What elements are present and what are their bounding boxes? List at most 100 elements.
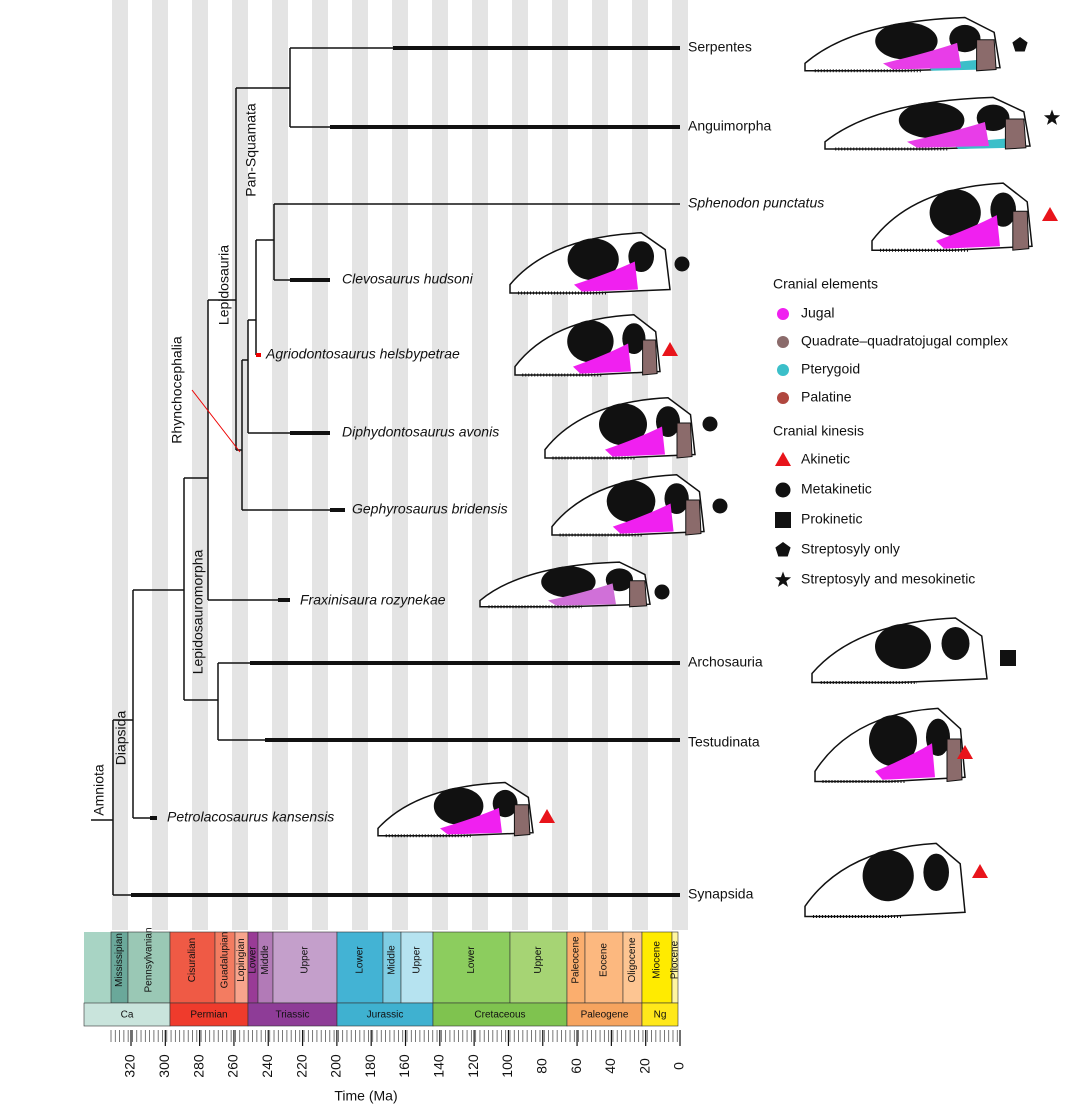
period-label: Permian [190,1010,227,1021]
quadrate [946,738,963,783]
akinetic-marker [662,342,678,356]
time-stripes [112,0,688,930]
jugal [548,583,616,606]
stripe [592,0,608,930]
skull [824,96,1061,151]
epoch-box [169,931,216,1004]
epoch-label: Lower [355,946,366,974]
legend-label: Metakinetic [801,481,872,497]
epoch-label: Upper [412,946,423,974]
epoch-label: Guadalupian [220,932,231,989]
taxon-label: Anguimorpha [688,118,771,134]
stripe [392,0,408,930]
orbit [567,320,614,363]
metakinetic-marker [775,482,791,498]
tick-label: 40 [602,1058,618,1074]
akinetic-marker [1042,207,1058,221]
fenestra [941,627,970,660]
akinetic-marker [775,452,791,466]
quadrate [629,580,648,608]
period-label: Ca [121,1010,134,1021]
stripe [432,0,448,930]
stripe [152,0,168,930]
epoch-label: Upper [300,946,311,974]
period-label: Jurassic [367,1010,404,1021]
tick-label: 300 [156,1054,172,1078]
stripe [352,0,368,930]
orbit [599,403,647,446]
epoch-label: Mississipian [114,933,125,987]
clade-label: Rhynchocephalia [169,336,185,444]
taxon-label: Serpentes [688,39,752,55]
tick-label: 180 [362,1054,378,1078]
period-label: Cretaceous [474,1010,525,1021]
legend-label: Pterygoid [801,361,860,377]
epoch-label: Middle [260,945,271,975]
epoch-label: Miocene [652,941,663,979]
jugal [440,807,502,835]
tick-label: 60 [568,1058,584,1074]
skull [514,314,678,377]
labels: Serpentes Anguimorpha Sphenodon punctatus C… [91,39,825,902]
quadrate [513,804,531,837]
tick-label: 0 [671,1062,687,1070]
tick-label: 140 [431,1054,447,1078]
period-label: Paleogene [581,1010,629,1021]
metakinetic-marker [654,584,670,600]
streptosyly-marker [1012,37,1028,52]
orbit [541,566,596,598]
skull [814,707,973,783]
orbit [606,480,656,523]
jugal [936,215,1000,249]
skull [871,182,1058,252]
tick-label: 320 [122,1054,138,1078]
tick-label: 120 [465,1054,481,1078]
tick-label: 200 [328,1054,344,1078]
period-box [641,1002,679,1027]
taxon-label: Agriodontosaurus helsbypetrae [265,346,460,362]
skull [377,781,555,838]
stripe [112,0,128,930]
legend: Cranial elements Jugal Quadrate–quadratoju… [773,276,1008,587]
star-marker [774,571,792,587]
epoch-box [336,931,384,1004]
legend-label: Streptosyly and mesokinetic [801,571,975,587]
stripe [312,0,328,930]
epoch-box [584,931,624,1004]
epoch-label: Cisuralian [187,938,198,982]
skull [804,842,988,918]
orbit [875,22,938,60]
legend-swatch [777,364,789,376]
taxon-label: Petrolacosaurus kansensis [167,809,334,825]
skulls [377,16,1061,918]
jugal [875,743,935,780]
legend-swatch [777,308,789,320]
orbit [862,850,914,902]
timescale: Mississipian Pennsylvanian Cisuralian Guada… [83,927,687,1104]
jugal [612,503,674,534]
epoch-label: Lower [466,946,477,974]
clade-label: Lepidosauromorpha [190,550,206,675]
epoch-label: Eocene [599,943,610,977]
legend-label: Jugal [801,305,834,321]
taxon-label: Sphenodon punctatus [688,195,824,211]
pointer-line [191,389,241,453]
clade-label: Amniota [91,764,107,816]
stripe [632,0,648,930]
orbit [869,715,917,767]
legend-label: Prokinetic [801,511,862,527]
epoch-label: Upper [533,946,544,974]
orbit [567,238,619,281]
orbit [929,189,981,237]
stripe [472,0,488,930]
skull [479,561,670,609]
orbit [875,624,931,669]
tick-label: 100 [499,1054,515,1078]
tick-label: 260 [225,1054,241,1078]
taxon-label: Fraxinisaura rozynekae [300,592,446,608]
orbit [433,787,484,825]
legend-title: Cranial kinesis [773,423,864,439]
legend-label: Streptosyly only [801,541,900,557]
akinetic-marker [972,864,988,878]
